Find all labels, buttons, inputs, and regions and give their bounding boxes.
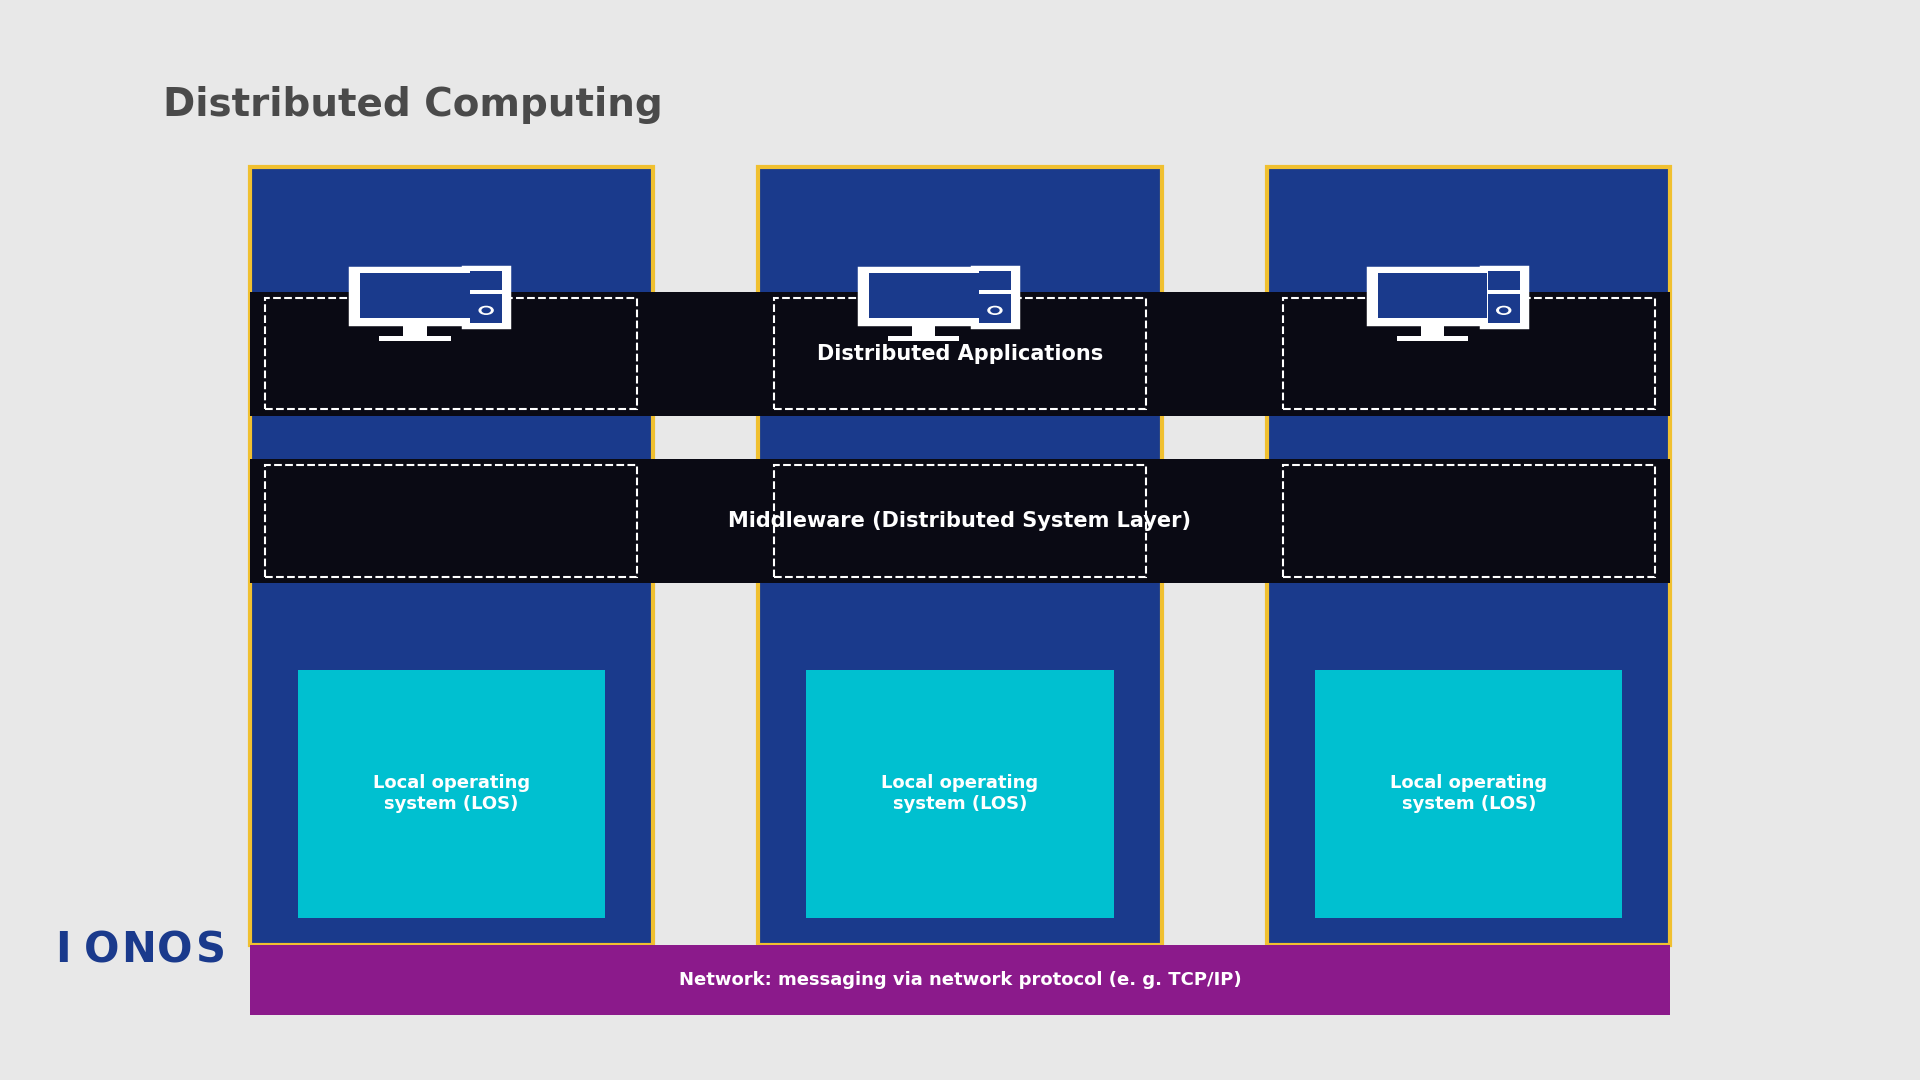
Bar: [298, 670, 605, 918]
Text: N: N: [121, 930, 156, 971]
Bar: [250, 167, 653, 945]
Bar: [1488, 271, 1521, 323]
Bar: [806, 670, 1114, 918]
Bar: [858, 268, 989, 324]
Text: Local operating
system (LOS): Local operating system (LOS): [1390, 774, 1548, 813]
Text: Distributed Applications: Distributed Applications: [816, 343, 1104, 364]
Bar: [972, 267, 1018, 327]
Bar: [470, 291, 503, 294]
Bar: [250, 459, 1670, 583]
Text: Distributed Computing: Distributed Computing: [163, 86, 662, 124]
Bar: [774, 465, 1146, 577]
Bar: [758, 167, 1162, 945]
Bar: [924, 945, 996, 1015]
Bar: [774, 298, 1146, 409]
Bar: [403, 324, 426, 336]
Circle shape: [1500, 308, 1507, 312]
Circle shape: [989, 307, 1002, 314]
Bar: [1367, 268, 1498, 324]
Bar: [265, 465, 637, 577]
Bar: [250, 292, 1670, 416]
Bar: [1283, 298, 1655, 409]
Bar: [1488, 291, 1521, 294]
Text: O: O: [157, 930, 192, 971]
Text: I: I: [56, 930, 71, 971]
Bar: [1432, 945, 1505, 1015]
Text: Local operating
system (LOS): Local operating system (LOS): [881, 774, 1039, 813]
Bar: [470, 271, 503, 323]
Bar: [1267, 167, 1670, 945]
Circle shape: [1498, 307, 1511, 314]
Bar: [868, 273, 979, 319]
Bar: [265, 298, 637, 409]
Text: Local operating
system (LOS): Local operating system (LOS): [372, 774, 530, 813]
Bar: [912, 324, 935, 336]
Circle shape: [991, 308, 998, 312]
Bar: [1421, 324, 1444, 336]
Bar: [1480, 267, 1526, 327]
Bar: [250, 945, 1670, 1015]
Bar: [1283, 465, 1655, 577]
Text: Middleware (Distributed System Layer): Middleware (Distributed System Layer): [728, 511, 1192, 531]
Text: O: O: [84, 930, 119, 971]
Bar: [887, 336, 960, 341]
Bar: [349, 268, 480, 324]
Bar: [979, 291, 1012, 294]
Bar: [1396, 336, 1469, 341]
Text: S: S: [196, 930, 227, 971]
Circle shape: [480, 307, 493, 314]
Bar: [1377, 273, 1488, 319]
Bar: [378, 336, 451, 341]
Bar: [359, 273, 470, 319]
Circle shape: [482, 308, 490, 312]
Bar: [979, 271, 1012, 323]
Bar: [415, 945, 488, 1015]
Bar: [1315, 670, 1622, 918]
Text: Network: messaging via network protocol (e. g. TCP/IP): Network: messaging via network protocol …: [678, 971, 1242, 989]
Bar: [463, 267, 509, 327]
